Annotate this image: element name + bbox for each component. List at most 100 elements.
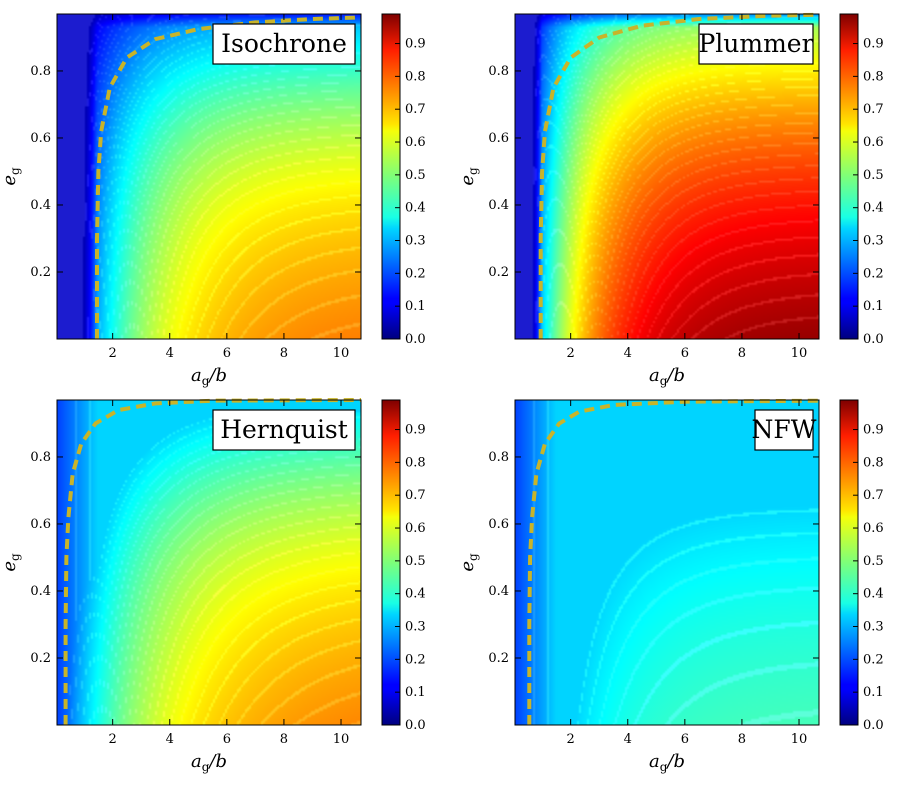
- x-tick-label: 2: [109, 732, 117, 747]
- title-box: [212, 23, 356, 65]
- colorbar: 0.0 0.1 0.2 0.3 0.4 0.5 0.6 0.7 0.8 0.9: [381, 13, 426, 347]
- contour-dashed-line: [95, 15, 362, 339]
- colorbar-tick-label: 0.0: [405, 718, 426, 733]
- colorbar: 0.0 0.1 0.2 0.3 0.4 0.5 0.6 0.7 0.8 0.9: [839, 13, 884, 347]
- colorbar-tick-label: 0.5: [405, 168, 426, 183]
- colorbar-tick-label: 0.6: [405, 135, 426, 150]
- colorbar-tick-label: 0.7: [863, 488, 884, 503]
- contour-dashed-line: [538, 12, 820, 339]
- colorbar-tick-label: 0.2: [405, 266, 426, 281]
- colorbar-tick-label: 0.2: [863, 266, 884, 281]
- contour-dashed-line: [63, 398, 362, 725]
- x-tick-label: 6: [681, 732, 689, 747]
- colorbar-tick-label: 0.0: [863, 718, 884, 733]
- panel-hernquist: 2 4 6 8 100.20.40.60.8ag/begHernquist0.00.10…: [0, 398, 426, 774]
- colorbar-gradient: [839, 13, 859, 340]
- x-tick-label: 10: [791, 732, 808, 747]
- title-box: [698, 23, 814, 65]
- panel-isochrone: 2 4 6 8 100.20.40.60.8ag/begIsochrone0.00.10…: [0, 13, 426, 388]
- x-tick-label: 4: [166, 732, 174, 747]
- x-tick-label: 10: [333, 732, 350, 747]
- panel-plummer: 2 4 6 8 10 0.2 0.4 0.6 0.8 ag/b eg Plummer 0.0 0.1 0.2…: [457, 12, 884, 388]
- title-text: Plummer: [698, 29, 813, 58]
- colorbar-tick-label: 0.5: [863, 554, 884, 569]
- colorbar-tick-label: 0.7: [405, 488, 426, 503]
- colorbar-tick-label: 0.3: [405, 620, 426, 635]
- panel-title: NFW: [752, 409, 817, 451]
- y-tick-label: 0.6: [30, 131, 51, 146]
- colorbar-tick-label: 0.8: [405, 455, 426, 470]
- colorbar-tick-label: 0.9: [405, 37, 426, 52]
- colorbar-tick-label: 0.5: [863, 168, 884, 183]
- y-tick-label: 0.4: [30, 584, 51, 599]
- colorbar-tick-label: 0.3: [405, 234, 426, 249]
- colorbar-tick-label: 0.8: [863, 455, 884, 470]
- x-tick-label: 6: [223, 346, 231, 361]
- x-axis-label: ag/b: [191, 751, 227, 774]
- colorbar: 0.0 0.1 0.2 0.3 0.4 0.5 0.6 0.7 0.8 0.9: [381, 399, 426, 733]
- x-tick-label: 4: [166, 346, 174, 361]
- panel-title: Plummer: [698, 23, 814, 65]
- y-tick-label: 0.2: [488, 265, 509, 280]
- colorbar-tick-label: 0.2: [405, 652, 426, 667]
- x-tick-label: 4: [624, 346, 632, 361]
- colorbar-tick-label: 0.4: [405, 587, 426, 602]
- y-tick-label: 0.6: [488, 131, 509, 146]
- x-tick-label: 6: [681, 346, 689, 361]
- x-axis-label: ag/b: [191, 365, 227, 388]
- y-tick-label: 0.8: [488, 450, 509, 465]
- axes-frame: [56, 399, 362, 726]
- colorbar-gradient: [381, 399, 401, 726]
- contour-dashed-line: [527, 398, 820, 725]
- y-axis-label: eg: [457, 553, 480, 572]
- colorbar-tick-label: 0.4: [405, 201, 426, 216]
- x-tick-label: 10: [791, 346, 808, 361]
- y-axis-label: eg: [457, 167, 480, 186]
- x-tick-label: 2: [567, 346, 575, 361]
- y-axis-label: eg: [0, 167, 22, 186]
- colorbar-tick-label: 0.8: [405, 69, 426, 84]
- heatmap-field: [57, 14, 361, 339]
- colorbar-tick-label: 0.5: [405, 554, 426, 569]
- colorbar-gradient: [839, 399, 859, 726]
- y-tick-label: 0.6: [30, 517, 51, 532]
- axes-frame: [56, 13, 362, 340]
- y-tick-label: 0.8: [488, 64, 509, 79]
- colorbar-tick-label: 0.6: [863, 135, 884, 150]
- colorbar-tick-label: 0.6: [405, 521, 426, 536]
- y-tick-label: 0.2: [30, 651, 51, 666]
- title-text: Isochrone: [221, 29, 347, 58]
- x-tick-label: 6: [223, 732, 231, 747]
- heatmap-field: [57, 400, 361, 725]
- x-tick-label: 10: [333, 346, 350, 361]
- title-text: Hernquist: [220, 415, 348, 444]
- y-tick-label: 0.4: [488, 198, 509, 213]
- y-tick-label: 0.4: [30, 198, 51, 213]
- x-tick-label: 8: [738, 732, 746, 747]
- panel-nfw: 2 4 6 8 100.20.40.60.8ag/begNFW0.00.10.20.30…: [457, 398, 884, 774]
- colorbar-tick-label: 0.9: [863, 37, 884, 52]
- colorbar-tick-label: 0.7: [863, 102, 884, 117]
- colorbar-tick-label: 0.3: [863, 620, 884, 635]
- x-tick-label: 8: [738, 346, 746, 361]
- title-box: [754, 409, 814, 451]
- x-axis-label: ag/b: [649, 365, 685, 388]
- y-tick-label: 0.2: [30, 265, 51, 280]
- colorbar-tick-label: 0.0: [863, 332, 884, 347]
- colorbar-tick-label: 0.1: [863, 299, 884, 314]
- colorbar-tick-label: 0.4: [863, 201, 884, 216]
- colorbar-tick-label: 0.0: [405, 332, 426, 347]
- title-text: NFW: [752, 415, 817, 444]
- x-tick-label: 2: [109, 346, 117, 361]
- axes-frame: [514, 13, 820, 340]
- colorbar-gradient: [381, 13, 401, 340]
- x-tick-label: 8: [280, 346, 288, 361]
- y-tick-label: 0.8: [30, 450, 51, 465]
- y-tick-label: 0.8: [30, 64, 51, 79]
- axes-frame: [514, 399, 820, 726]
- colorbar-tick-label: 0.9: [863, 423, 884, 438]
- y-axis-label: eg: [0, 553, 22, 572]
- x-tick-label: 4: [624, 732, 632, 747]
- colorbar-tick-label: 0.8: [863, 69, 884, 84]
